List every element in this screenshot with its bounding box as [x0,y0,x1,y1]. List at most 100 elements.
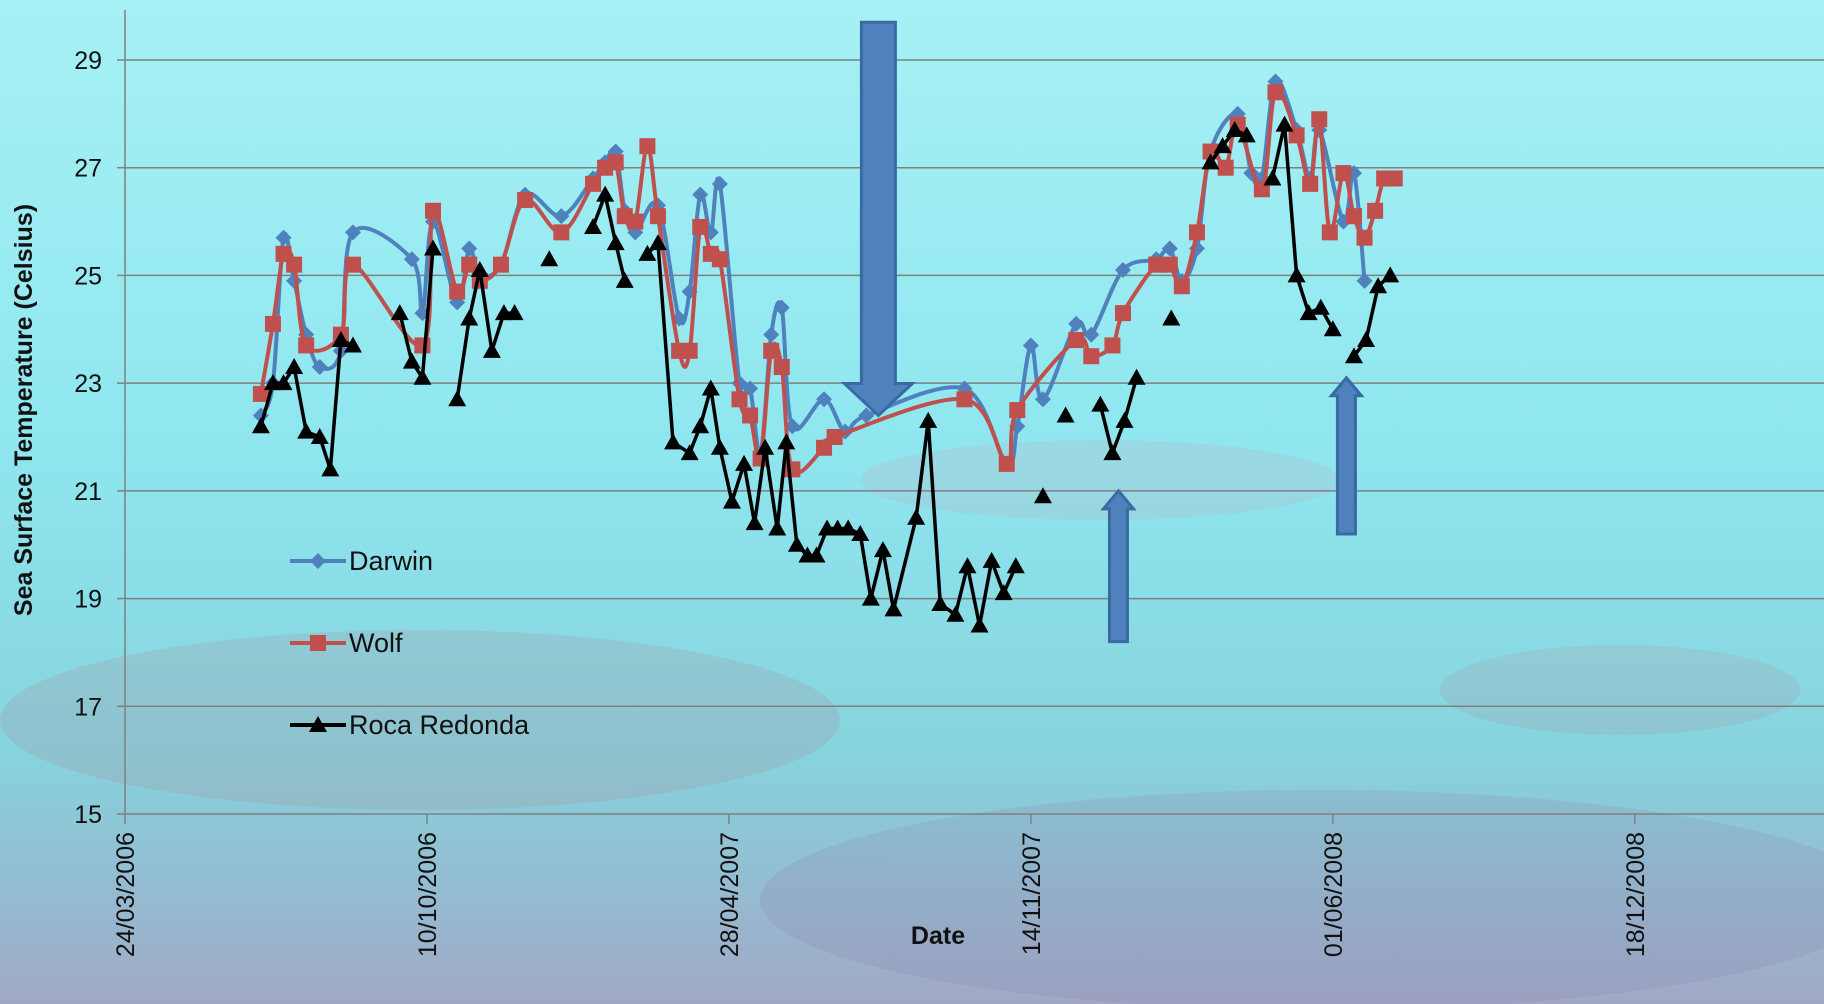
arrow-up-annotation [1100,488,1137,644]
data-point-roca-redonda [482,341,501,358]
legend-marker-wolf [310,635,326,651]
data-point-wolf [1356,229,1373,246]
data-point-roca-redonda [839,519,858,536]
data-point-wolf [649,208,666,225]
data-point-wolf [1267,84,1284,101]
data-point-roca-redonda [680,444,699,461]
data-point-roca-redonda [285,357,304,374]
bg-shape [760,790,1824,1004]
data-point-wolf [1386,170,1403,187]
data-point-wolf [344,256,361,273]
data-point-darwin [461,240,478,257]
data-point-wolf [692,218,709,235]
data-point-wolf [1104,337,1121,354]
legend-marker-darwin [310,553,326,569]
data-point-roca-redonda [1263,169,1282,186]
data-point-roca-redonda [1275,115,1294,132]
series-line-roca-redonda [591,192,627,282]
data-point-wolf [731,391,748,408]
data-point-wolf [1217,159,1234,176]
data-point-roca-redonda [946,605,965,622]
data-point-roca-redonda [1344,347,1363,364]
legend-item-wolf: Wolf [290,628,403,658]
data-point-roca-redonda [919,411,938,428]
bg-shape [1440,645,1800,735]
data-point-roca-redonda [413,368,432,385]
data-point-roca-redonda [931,594,950,611]
legend-label-darwin: Darwin [349,546,433,576]
data-point-wolf [1321,224,1338,241]
y-tick-label: 19 [74,586,102,614]
data-point-roca-redonda [1357,331,1376,348]
data-point-wolf [1114,305,1131,322]
y-axis-title: Sea Surface Temperature (Celsius) [10,204,38,616]
data-point-roca-redonda [402,352,421,369]
data-point-roca-redonda [745,514,764,531]
x-axis-title: Date [911,922,965,950]
data-point-wolf [784,461,801,478]
data-point-wolf [425,202,441,219]
legend-item-darwin: Darwin [290,546,433,576]
data-point-wolf [461,256,478,273]
data-point-roca-redonda [701,379,720,396]
data-point-roca-redonda [1115,411,1134,428]
bg-shape [860,440,1340,520]
data-point-roca-redonda [664,433,683,450]
data-point-wolf [681,342,698,359]
data-point-darwin [553,208,570,225]
series-line-darwin [259,78,1367,467]
data-point-wolf [298,337,315,354]
data-point-roca-redonda [787,535,806,552]
legend-marker-roca-redonda [309,716,327,732]
data-point-wolf [414,337,431,354]
data-point-wolf [956,391,973,408]
data-point-wolf [1161,256,1178,273]
series-line-roca-redonda [398,248,435,380]
data-point-darwin [344,224,361,241]
data-point-roca-redonda [907,508,926,525]
data-point-roca-redonda [982,551,1001,568]
background-texture [0,440,1824,1004]
data-point-roca-redonda [1299,304,1318,321]
arrow-up-annotation [1328,375,1365,536]
data-point-roca-redonda [1237,126,1256,143]
data-point-roca-redonda [884,600,903,617]
bg-shape [0,630,840,810]
data-point-roca-redonda [970,616,989,633]
data-point-roca-redonda [460,309,479,326]
data-point-roca-redonda [638,244,657,261]
data-point-wolf [998,455,1015,472]
x-tick-labels: 24/03/2006 10/10/2006 28/04/2007 14/11/2007… [112,832,1650,957]
x-tick-label: 28/04/2007 [716,832,744,957]
data-point-darwin [275,229,292,246]
data-point-wolf [627,213,644,230]
data-point-wolf [763,342,780,359]
data-point-roca-redonda [251,417,270,434]
data-point-wolf [1188,224,1205,241]
y-tick-label: 25 [74,262,102,290]
data-point-wolf [1345,208,1362,225]
series-wolf [252,84,1403,478]
data-point-wolf [1148,256,1165,273]
data-point-wolf [553,224,570,241]
data-point-wolf [517,192,534,209]
data-point-darwin [1068,315,1085,332]
data-point-wolf [773,358,790,375]
data-point-roca-redonda [343,336,362,353]
data-point-wolf [711,251,728,268]
data-point-wolf [1335,165,1352,182]
data-point-roca-redonda [958,557,977,574]
data-point-wolf [1311,111,1328,128]
data-point-wolf [585,175,602,192]
data-point-roca-redonda [1287,266,1306,283]
data-point-darwin [1034,391,1051,408]
data-point-roca-redonda [297,422,316,439]
data-point-wolf [492,256,509,273]
data-point-roca-redonda [1056,406,1075,423]
data-point-wolf [264,315,281,332]
data-point-roca-redonda [768,519,787,536]
data-point-darwin [1161,240,1178,257]
data-point-roca-redonda [851,524,870,541]
data-point-roca-redonda [710,438,729,455]
